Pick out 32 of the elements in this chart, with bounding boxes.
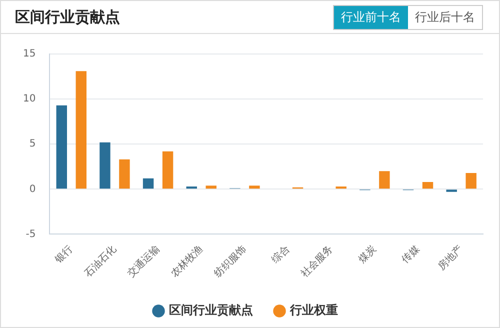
x-tick-label: 传媒 — [400, 244, 422, 266]
y-tick-label: 10 — [22, 94, 36, 105]
x-tick-label: 煤炭 — [356, 242, 379, 266]
bar — [142, 178, 154, 189]
legend-label: 行业权重 — [289, 303, 338, 318]
y-tick-label: 0 — [29, 184, 36, 195]
x-tick-label: 社会服务 — [298, 242, 336, 280]
bar — [119, 159, 130, 189]
chart-title: 区间行业贡献点 — [15, 8, 120, 26]
x-tick-label: 纺织服饰 — [212, 242, 249, 280]
bar — [56, 105, 67, 189]
bar — [162, 151, 174, 189]
x-tick-label: 石油石化 — [82, 242, 119, 280]
y-tick-label: 15 — [22, 48, 36, 60]
x-tick-label: 交通运输 — [125, 242, 162, 280]
bar — [100, 142, 110, 189]
bar — [466, 172, 476, 189]
text: 行业后十名 — [414, 8, 476, 26]
bar — [249, 186, 260, 189]
x-tick-label: 农林牧渔 — [168, 242, 206, 280]
legend-label: 区间行业贡献点 — [169, 303, 253, 318]
x-tick-label: 房地产 — [436, 242, 466, 273]
bar — [206, 186, 216, 189]
text: 行业前十名 — [334, 6, 408, 28]
y-tick-label: -5 — [26, 228, 36, 240]
x-tick-label: 综合 — [269, 242, 292, 266]
bar — [379, 171, 390, 189]
x-tick-label: 银行 — [52, 244, 76, 266]
bar — [76, 71, 86, 189]
y-tick-label: 5 — [29, 138, 36, 150]
bar — [422, 182, 434, 189]
bar — [336, 186, 346, 189]
